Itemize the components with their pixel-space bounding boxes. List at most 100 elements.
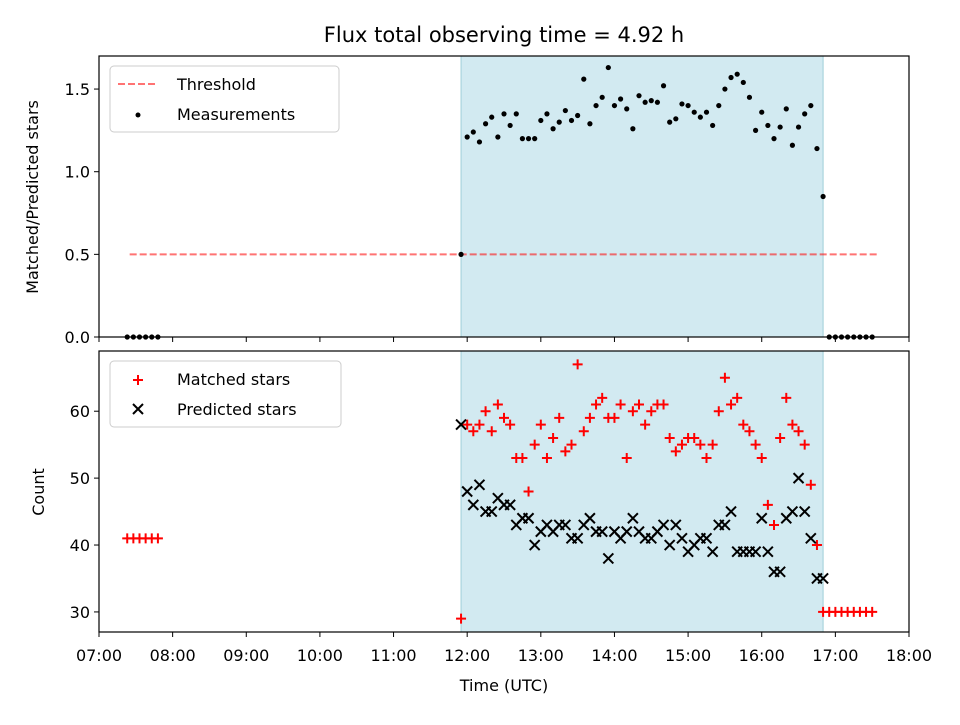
bottom-series-0-point bbox=[505, 419, 516, 430]
bottom-series-0-point bbox=[793, 426, 804, 437]
bottom-series-0-point bbox=[658, 399, 669, 410]
top-series-0-point bbox=[507, 122, 513, 129]
top-series-0-point bbox=[759, 109, 765, 115]
bottom-series-0-point bbox=[609, 412, 620, 423]
top-series-0-point bbox=[691, 109, 697, 115]
bottom-series-1-point bbox=[455, 418, 467, 431]
bottom-series-0-point bbox=[535, 419, 546, 430]
bottom-series-1-point bbox=[756, 512, 768, 524]
legend-matched-label: Matched stars bbox=[177, 370, 290, 389]
x-tick-label: 18:00 bbox=[886, 646, 932, 665]
top-series-0-point bbox=[556, 119, 562, 125]
bottom-series-0-point bbox=[462, 419, 473, 430]
legend-predicted-swatch bbox=[132, 403, 144, 415]
bottom-series-0-point bbox=[529, 439, 540, 450]
x-tick-label: 13:00 bbox=[518, 646, 564, 665]
bottom-series-0-point bbox=[523, 486, 534, 497]
top-series-0-point bbox=[611, 102, 618, 109]
bottom-series-0-point bbox=[492, 399, 503, 410]
x-axis-label: Time (UTC) bbox=[459, 676, 548, 695]
x-tick-label: 10:00 bbox=[297, 646, 343, 665]
top-axes-frame bbox=[98, 55, 910, 338]
bottom-series-0-point bbox=[456, 613, 467, 624]
top-series-0-point bbox=[802, 111, 808, 117]
top-series-0-point bbox=[752, 127, 759, 133]
top-series-0-point bbox=[667, 119, 673, 125]
bottom-series-0-point bbox=[486, 426, 497, 437]
bottom-series-0-point bbox=[572, 359, 583, 370]
top-series-0-point bbox=[722, 86, 728, 92]
x-tick-label: 14:00 bbox=[591, 646, 637, 665]
bottom-series-0-point bbox=[646, 406, 657, 417]
bottom-legend-box bbox=[109, 360, 342, 428]
top-series-0-point bbox=[685, 102, 691, 109]
bottom-series-0-point bbox=[744, 426, 755, 437]
bottom-series-1-point bbox=[805, 532, 817, 545]
bottom-series-0-point bbox=[805, 479, 816, 490]
legend-predicted-label: Predicted stars bbox=[177, 400, 297, 419]
top-series-0-point bbox=[617, 96, 624, 102]
top-panel: 0.0 0.5 1.0 1.5 Matched/Predicted stars Thr… bbox=[23, 55, 910, 347]
bottom-series-0-point bbox=[615, 399, 626, 410]
bottom-series-1-point bbox=[706, 546, 719, 558]
bottom-series-0-point bbox=[566, 439, 577, 450]
bottom-series-0-point bbox=[578, 426, 589, 437]
bottom-series-0-point bbox=[560, 446, 571, 457]
top-series-0-point bbox=[476, 139, 483, 145]
bottom-series-0-point bbox=[738, 419, 749, 430]
top-series-0-point bbox=[771, 136, 777, 142]
bottom-series-0-point bbox=[701, 453, 712, 464]
bottom-series-1-point bbox=[700, 532, 713, 545]
bottom-series-0-point bbox=[468, 426, 479, 437]
top-plot-area: 0.0 0.5 1.0 1.5 bbox=[65, 55, 910, 347]
top-y-tick-label: 1.5 bbox=[65, 80, 90, 99]
legend-measurements-swatch bbox=[135, 112, 141, 118]
top-series-0-point bbox=[532, 136, 538, 142]
top-series-0-point bbox=[795, 124, 802, 130]
bottom-series-0-point bbox=[474, 419, 485, 430]
bottom-series-0-point bbox=[707, 439, 718, 450]
top-series-0-point bbox=[458, 251, 464, 257]
x-tick-label: 09:00 bbox=[223, 646, 269, 665]
bottom-series-1-point bbox=[657, 519, 670, 531]
top-series-0-point bbox=[568, 117, 575, 124]
legend-threshold-label: Threshold bbox=[176, 75, 256, 94]
top-series-0-point bbox=[648, 98, 654, 104]
top-series-0-point bbox=[519, 136, 526, 142]
bottom-series-0-point bbox=[517, 453, 528, 464]
top-series-0-point bbox=[495, 134, 501, 140]
top-series-0-point bbox=[740, 79, 746, 86]
bottom-series-0-point bbox=[584, 412, 595, 423]
top-series-0-point bbox=[820, 193, 826, 200]
bottom-series-0-point bbox=[781, 392, 792, 403]
bottom-series-1-point bbox=[596, 525, 608, 538]
x-tick-label: 12:00 bbox=[444, 646, 490, 665]
bottom-y-tick-label: 30 bbox=[70, 603, 90, 622]
x-tick-label: 07:00 bbox=[76, 646, 122, 665]
top-series-0-point bbox=[525, 136, 532, 142]
top-series-0-point bbox=[501, 111, 507, 117]
bottom-series-1-point bbox=[670, 519, 682, 531]
bottom-series-1-point bbox=[584, 512, 596, 524]
bottom-series-1-point bbox=[792, 472, 805, 484]
x-tick-label: 11:00 bbox=[370, 646, 416, 665]
bottom-series-1-point bbox=[473, 479, 486, 491]
top-series-0-point bbox=[654, 99, 661, 105]
top-series-0-point bbox=[489, 114, 495, 120]
bottom-series-1-point bbox=[817, 572, 829, 585]
bottom-series-1-point bbox=[528, 539, 541, 551]
bottom-series-1-point bbox=[486, 505, 498, 518]
top-series-0-point bbox=[728, 74, 734, 81]
bottom-panel: 30 40 50 60 07:00 08:00 09:00 10:00 11:00 12:00 13… bbox=[29, 350, 932, 695]
top-series-0-point bbox=[777, 124, 783, 130]
bottom-series-0-point bbox=[732, 392, 743, 403]
bottom-y-tick-label: 40 bbox=[70, 536, 90, 555]
bottom-shaded-interval bbox=[460, 350, 824, 633]
top-series-0-point bbox=[642, 99, 648, 105]
figure-title: Flux total observing time = 4.92 h bbox=[324, 23, 684, 47]
bottom-series-0-point bbox=[719, 372, 730, 383]
bottom-series-0-point bbox=[713, 406, 724, 417]
top-series-0-point bbox=[783, 106, 789, 112]
bottom-series-0-point bbox=[799, 439, 810, 450]
bottom-series-0-point bbox=[769, 519, 779, 530]
